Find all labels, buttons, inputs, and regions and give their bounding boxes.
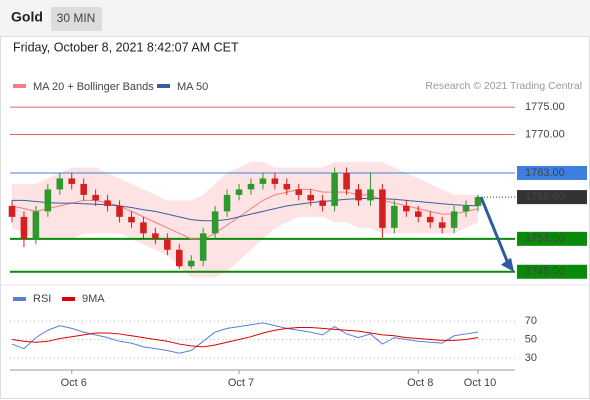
timestamp: Friday, October 8, 2021 8:42:07 AM CET	[13, 40, 239, 54]
level-label: 1745.00	[525, 266, 565, 278]
candle-body	[271, 178, 279, 184]
level-tag	[517, 231, 587, 246]
x-tick-label: Oct 10	[464, 377, 496, 389]
level-tag	[517, 264, 587, 279]
candle-body	[104, 200, 111, 206]
legend-label: MA 50	[177, 81, 208, 93]
candle-body	[319, 200, 326, 206]
candle-body	[247, 183, 255, 190]
bollinger-band	[12, 161, 478, 278]
x-tick-label: Oct 7	[228, 377, 254, 389]
candle-body	[295, 189, 303, 195]
candle-body	[211, 211, 219, 234]
y-tick-label: 30	[525, 352, 537, 364]
ma-line	[11, 188, 479, 240]
candle-body	[20, 216, 28, 239]
ma-line	[12, 197, 479, 222]
candle-body	[92, 194, 99, 201]
level-label: 1775.00	[525, 101, 565, 113]
candle-body	[199, 233, 207, 261]
legend-swatch	[13, 297, 26, 301]
candle-body	[474, 197, 482, 206]
level-tag	[517, 165, 587, 180]
candle-body	[426, 216, 434, 223]
candle-body	[367, 189, 374, 201]
candle-body	[343, 172, 350, 190]
candle-body	[128, 216, 135, 223]
forecast-arrowhead	[501, 257, 514, 272]
timeframe[interactable]: 30 MIN	[57, 11, 96, 25]
candle-body	[307, 194, 315, 201]
y-tick-label: 50	[525, 333, 537, 345]
candle-body	[331, 172, 338, 206]
candle-body	[68, 178, 76, 184]
forecast-arrow	[479, 196, 511, 267]
candle-body	[164, 238, 171, 250]
legend-swatch	[13, 84, 26, 88]
candle-body	[56, 178, 64, 190]
candle-body	[8, 205, 16, 217]
candle-body	[379, 189, 386, 228]
candle-body	[140, 222, 147, 234]
x-tick-label: Oct 8	[407, 377, 433, 389]
last-price-label: 1758.60	[525, 191, 565, 203]
candle-body	[175, 249, 183, 267]
legend-label: RSI	[33, 293, 51, 305]
timeframe-tab[interactable]	[51, 7, 102, 31]
credit: Research © 2021 Trading Central	[425, 80, 582, 92]
candle-body	[283, 183, 291, 190]
candle-body	[438, 222, 446, 228]
rsi-line	[11, 326, 479, 348]
candle-body	[259, 178, 267, 184]
legend-swatch	[62, 297, 75, 301]
candle-body	[235, 189, 243, 195]
legend-label: 9MA	[82, 293, 105, 305]
level-label: 1763.00	[525, 167, 565, 179]
level-label: 1770.00	[525, 128, 565, 140]
candle-body	[44, 189, 52, 212]
y-tick-label: 70	[525, 315, 537, 327]
candle-body	[414, 211, 422, 217]
candle-body	[462, 205, 470, 212]
x-tick-label: Oct 6	[61, 377, 87, 389]
candle-body	[355, 189, 362, 201]
candle-body	[80, 183, 87, 195]
candle-body	[32, 211, 40, 239]
candle-body	[403, 205, 410, 212]
candle-body	[187, 260, 195, 267]
last-price-tag	[517, 190, 587, 205]
candle-body	[116, 205, 123, 217]
candle-body	[152, 233, 159, 239]
legend-label: MA 20 + Bollinger Bands	[33, 81, 154, 93]
candle-body	[391, 205, 398, 228]
level-label: 1751.00	[525, 233, 565, 245]
candle-body	[450, 211, 458, 228]
candle-body	[223, 194, 231, 212]
legend-swatch	[157, 84, 170, 88]
instrument: Gold	[11, 9, 43, 25]
